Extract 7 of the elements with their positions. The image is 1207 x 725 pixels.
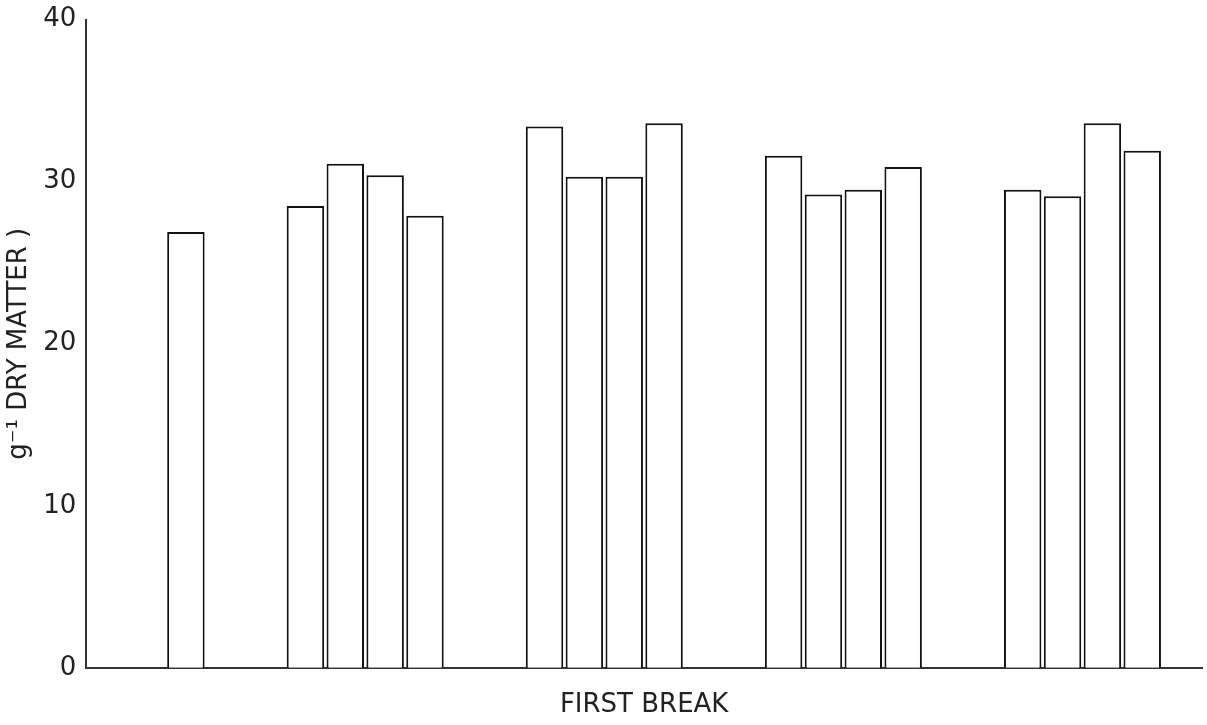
y-axis-title: g⁻¹ DRY MATTER ) <box>2 227 33 460</box>
y-tick-label: 30 <box>43 164 77 195</box>
y-tick-label: 0 <box>59 650 77 681</box>
x-axis-title: FIRST BREAK <box>559 688 730 719</box>
y-tick-label: 40 <box>43 2 77 33</box>
y-tick-label: 20 <box>43 326 77 357</box>
y-tick-label: 10 <box>43 488 77 519</box>
